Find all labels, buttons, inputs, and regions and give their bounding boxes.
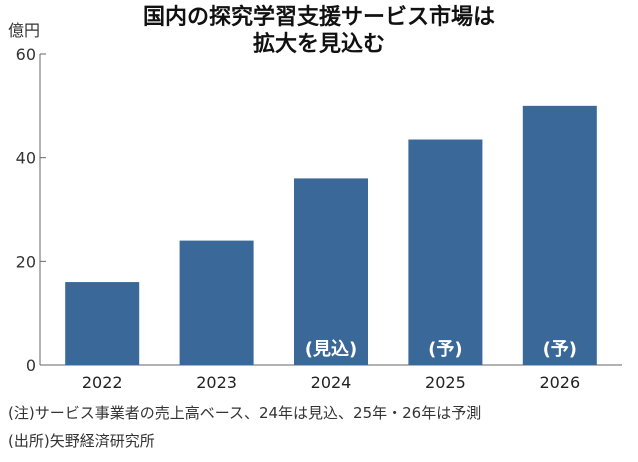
bar-2024 <box>294 178 368 365</box>
x-tick-label: 2022 <box>82 373 123 392</box>
bar-2022 <box>65 282 140 365</box>
footnote-source: (出所)矢野経済研究所 <box>8 432 155 450</box>
y-tick-label: 20 <box>16 252 36 271</box>
y-tick-label: 0 <box>26 356 36 375</box>
bar-label-2026: (予) <box>543 339 577 360</box>
x-tick-label: 2023 <box>196 373 237 392</box>
x-tick-label: 2026 <box>539 373 580 392</box>
bar-2025 <box>408 139 483 365</box>
bar-label-2025: (予) <box>428 339 462 360</box>
chart-title-line-2: 拡大を見込む <box>253 32 385 57</box>
x-tick-label: 2024 <box>311 373 352 392</box>
y-axis-ticks: 0 20 40 60 <box>16 45 46 375</box>
y-tick-label: 60 <box>16 45 36 64</box>
x-tick-label: 2025 <box>425 373 466 392</box>
bar-2023 <box>179 240 254 365</box>
bar-2026 <box>522 105 597 365</box>
bar-label-2024: (見込) <box>305 339 357 360</box>
chart-title-line-1: 国内の探究学習支援サービス市場は <box>143 4 495 30</box>
x-axis-labels: 2022 2023 2024 2025 2026 <box>82 373 580 392</box>
footnote-note: (注)サービス事業者の売上高ベース、24年は見込、25年・26年は予測 <box>8 404 481 422</box>
y-axis-unit: 億円 <box>8 21 40 40</box>
bars: (見込) (予) (予) <box>65 105 597 365</box>
y-tick-label: 40 <box>16 149 36 168</box>
